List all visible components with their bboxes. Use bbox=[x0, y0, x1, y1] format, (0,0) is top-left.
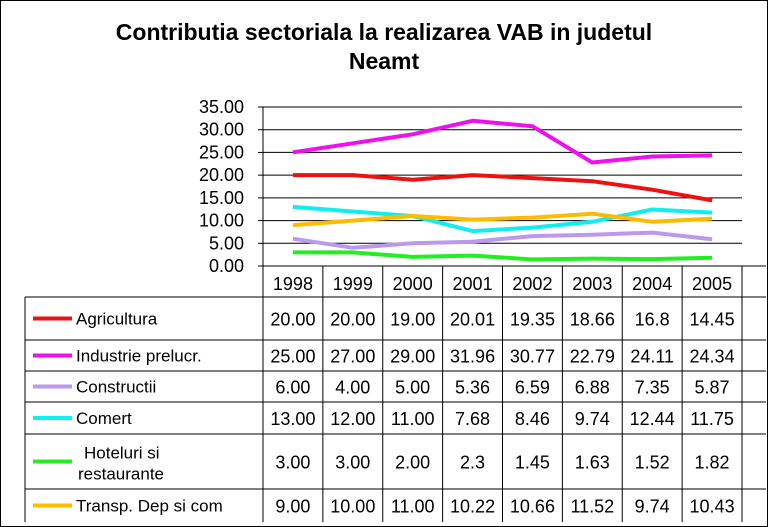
data-value-cell: 7.35 bbox=[635, 378, 670, 398]
data-value-cell: 6.59 bbox=[515, 378, 550, 398]
data-value-cell: 11.00 bbox=[391, 409, 435, 429]
data-value-cell: 12.44 bbox=[630, 409, 675, 429]
x-category-label: 1999 bbox=[333, 274, 373, 294]
data-value-cell: 20.01 bbox=[450, 310, 495, 330]
x-category-label: 2000 bbox=[393, 274, 433, 294]
data-value-cell: 30.77 bbox=[510, 347, 555, 367]
y-tick-label: 25.00 bbox=[199, 142, 244, 162]
series-line bbox=[292, 250, 713, 262]
y-tick-label: 35.00 bbox=[199, 97, 244, 117]
data-value-cell: 25.00 bbox=[270, 347, 315, 367]
series-line bbox=[292, 230, 713, 250]
data-value-cell: 1.63 bbox=[575, 453, 610, 473]
y-tick-label: 30.00 bbox=[199, 120, 244, 140]
data-value-cell: 31.96 bbox=[450, 347, 495, 367]
data-value-cell: 2.3 bbox=[460, 453, 485, 473]
data-value-cell: 9.74 bbox=[635, 497, 670, 517]
y-tick-label: 20.00 bbox=[199, 165, 244, 185]
series-line bbox=[292, 118, 713, 165]
chart-title-line-2: Neamt bbox=[348, 48, 420, 74]
x-category-label: 1998 bbox=[273, 274, 313, 294]
data-value-cell: 24.34 bbox=[690, 347, 735, 367]
data-value-cell: 8.46 bbox=[515, 409, 550, 429]
data-value-cell: 4.00 bbox=[335, 378, 370, 398]
data-value-cell: 3.00 bbox=[335, 453, 370, 473]
data-value-cell: 22.79 bbox=[570, 347, 615, 367]
data-value-cell: 27.00 bbox=[330, 347, 375, 367]
data-value-cell: 16.8 bbox=[635, 310, 670, 330]
legend-label: Agricultura bbox=[76, 310, 158, 329]
series-line bbox=[292, 211, 713, 228]
data-value-cell: 14.45 bbox=[690, 310, 735, 330]
data-value-cell: 1.52 bbox=[635, 453, 670, 473]
data-value-cell: 20.00 bbox=[330, 310, 375, 330]
legend-label: Comert bbox=[76, 409, 132, 428]
legend-label: Industrie prelucr. bbox=[76, 347, 202, 366]
data-value-cell: 12.00 bbox=[330, 409, 375, 429]
series-line bbox=[292, 204, 713, 234]
chart-title: Contributia sectoriala la realizarea VAB… bbox=[0, 18, 768, 76]
data-value-cell: 13.00 bbox=[270, 409, 315, 429]
x-category-label: 2003 bbox=[572, 274, 612, 294]
data-value-cell: 9.74 bbox=[575, 409, 610, 429]
data-value-cell: 7.68 bbox=[455, 409, 490, 429]
y-tick-label: 0.00 bbox=[209, 256, 244, 276]
legend-label: Transp. Dep si com bbox=[76, 497, 223, 516]
data-value-cell: 3.00 bbox=[275, 453, 310, 473]
data-value-cell: 5.00 bbox=[395, 378, 430, 398]
series-line bbox=[292, 173, 713, 203]
data-value-cell: 10.66 bbox=[510, 497, 555, 517]
data-value-cell: 19.00 bbox=[390, 310, 435, 330]
data-value-cell: 10.22 bbox=[450, 497, 495, 517]
data-value-cell: 2.00 bbox=[395, 453, 430, 473]
x-category-label: 2001 bbox=[453, 274, 493, 294]
data-value-cell: 29.00 bbox=[390, 347, 435, 367]
data-value-cell: 9.00 bbox=[275, 497, 310, 517]
data-value-cell: 11.00 bbox=[391, 497, 435, 517]
data-value-cell: 1.45 bbox=[515, 453, 550, 473]
legend-label: Constructii bbox=[76, 378, 156, 397]
data-value-cell: 20.00 bbox=[270, 310, 315, 330]
data-value-cell: 24.11 bbox=[630, 347, 674, 367]
data-value-cell: 10.43 bbox=[690, 497, 735, 517]
x-category-label: 2004 bbox=[632, 274, 672, 294]
legend-label: Hoteluri si bbox=[84, 444, 160, 463]
data-value-cell: 11.52 bbox=[570, 497, 614, 517]
y-tick-label: 15.00 bbox=[199, 188, 244, 208]
data-value-cell: 18.66 bbox=[570, 310, 615, 330]
chart-title-line-1: Contributia sectoriala la realizarea VAB… bbox=[115, 19, 653, 45]
y-tick-label: 10.00 bbox=[199, 211, 244, 231]
data-value-cell: 5.87 bbox=[695, 378, 730, 398]
legend-label: restaurante bbox=[78, 465, 164, 484]
data-value-cell: 6.00 bbox=[275, 378, 310, 398]
data-value-cell: 10.00 bbox=[330, 497, 375, 517]
data-value-cell: 5.36 bbox=[455, 378, 490, 398]
x-category-label: 2005 bbox=[692, 274, 732, 294]
data-value-cell: 11.75 bbox=[690, 409, 734, 429]
data-value-cell: 6.88 bbox=[575, 378, 610, 398]
data-value-cell: 1.82 bbox=[695, 453, 730, 473]
x-category-label: 2002 bbox=[512, 274, 552, 294]
data-value-cell: 19.35 bbox=[510, 310, 555, 330]
y-tick-label: 5.00 bbox=[209, 233, 244, 253]
